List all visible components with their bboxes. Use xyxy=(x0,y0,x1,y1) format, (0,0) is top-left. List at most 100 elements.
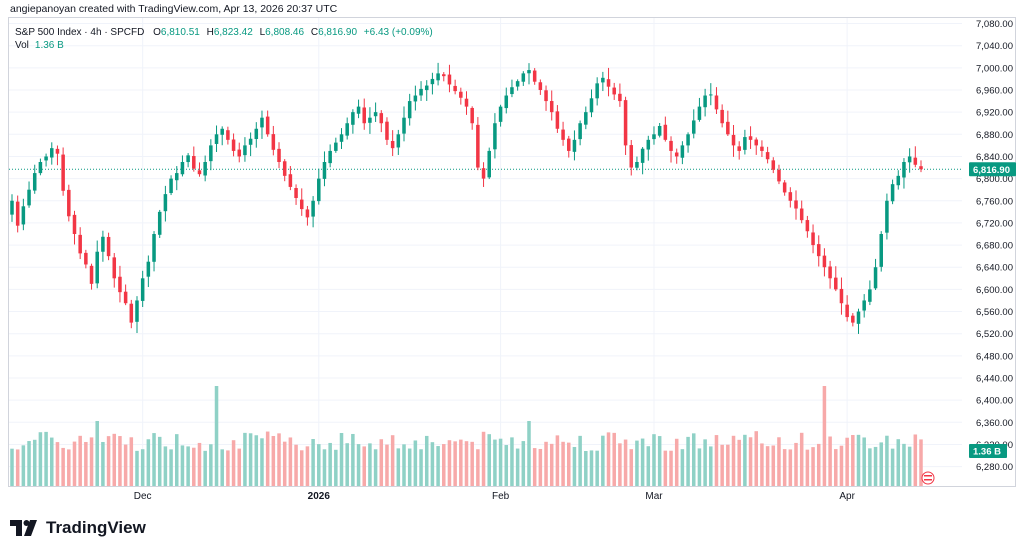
x-tick-label: Dec xyxy=(134,491,152,502)
volume-bar xyxy=(271,435,276,486)
volume-bar xyxy=(510,437,514,486)
candle-body xyxy=(527,70,531,74)
volume-bar xyxy=(50,437,54,486)
volume-bar xyxy=(345,443,349,486)
volume-bar xyxy=(442,444,446,486)
candle-body xyxy=(896,175,901,186)
volume-bar xyxy=(21,445,26,486)
tradingview-logo[interactable]: TradingView xyxy=(10,518,146,538)
volume-bar xyxy=(612,432,616,486)
candle-body xyxy=(691,120,696,134)
volume-bar xyxy=(243,432,247,486)
volume-bar xyxy=(424,435,429,486)
volume-bar xyxy=(226,450,230,486)
candle-body xyxy=(424,85,429,91)
symbol-label: S&P 500 Index · 4h · SPCFD xyxy=(15,27,145,38)
candle-body xyxy=(89,265,94,284)
candle-body xyxy=(470,107,474,124)
x-tick-label: Apr xyxy=(839,491,855,502)
candle-body xyxy=(777,169,781,182)
volume-bar xyxy=(407,448,412,486)
candle-body xyxy=(345,123,349,136)
volume-bar xyxy=(135,450,139,486)
candle-body xyxy=(10,200,14,215)
volume-bar xyxy=(811,447,815,486)
volume-bar xyxy=(368,443,372,486)
candle-body xyxy=(95,251,99,284)
volume-bar xyxy=(209,444,213,486)
volume-bar xyxy=(27,441,31,486)
candle-body xyxy=(368,117,372,123)
candle-body xyxy=(214,134,219,144)
candle-body xyxy=(549,101,554,113)
volume-bar xyxy=(299,450,304,486)
volume-bar xyxy=(72,441,77,486)
high-key: H xyxy=(206,27,214,38)
volume-bar xyxy=(356,444,361,486)
volume-bar xyxy=(544,441,548,486)
candle-body xyxy=(118,276,122,293)
candle-body xyxy=(129,303,134,323)
volume-bar xyxy=(618,443,622,486)
candle-body xyxy=(334,142,338,151)
volume-bar xyxy=(453,441,457,486)
volume-bar xyxy=(504,445,509,486)
x-tick-label: Mar xyxy=(645,491,663,502)
volume-bar xyxy=(765,446,770,486)
volume-bar xyxy=(89,437,94,486)
candle-body xyxy=(521,73,526,82)
candle-body xyxy=(584,112,588,125)
candle-body xyxy=(822,255,827,268)
volume-bar xyxy=(606,432,611,486)
volume-bar xyxy=(61,447,65,486)
candle-body xyxy=(271,134,276,150)
candle-body xyxy=(572,139,577,152)
volume-bar xyxy=(112,433,117,486)
volume-bar xyxy=(629,449,634,486)
volume-bar xyxy=(748,437,753,486)
candle-body xyxy=(402,117,406,134)
volume-bar xyxy=(743,434,747,486)
volume-bar xyxy=(720,444,724,486)
volume-bar xyxy=(663,450,668,486)
open-key: O xyxy=(153,27,161,38)
volume-bar xyxy=(464,441,469,486)
candle-body xyxy=(265,116,270,135)
volume-bar xyxy=(237,448,242,486)
volume-bar xyxy=(254,435,259,486)
candle-body xyxy=(163,194,168,212)
candle-body xyxy=(839,288,844,304)
axis-layer: 6,280.006,320.006,360.006,400.006,440.00… xyxy=(134,19,1016,502)
candle-body xyxy=(515,81,520,87)
candle-body xyxy=(845,304,849,318)
candle-body xyxy=(351,112,355,125)
candle-body xyxy=(476,124,480,168)
candle-body xyxy=(362,107,366,124)
change-value: +6.43 (+0.09%) xyxy=(363,27,433,38)
candle-body xyxy=(67,189,71,217)
volume-bar xyxy=(794,442,798,486)
x-tick-label: Feb xyxy=(492,491,510,502)
volume-bar xyxy=(737,439,741,486)
candle-body xyxy=(890,184,895,202)
volume-bar xyxy=(834,449,838,486)
candle-body xyxy=(532,70,537,82)
volume-bar xyxy=(851,435,855,486)
y-tick-label: 6,400.00 xyxy=(976,396,1013,407)
candle-body xyxy=(112,257,117,279)
x-tick-label: 2026 xyxy=(308,491,331,502)
candle-body xyxy=(61,154,65,191)
volume-bar xyxy=(186,446,190,486)
candle-body xyxy=(737,146,741,151)
volume-bar xyxy=(339,432,344,486)
candle-body xyxy=(50,148,54,158)
candle-body xyxy=(186,155,190,163)
candle-body xyxy=(459,91,463,98)
candle-body xyxy=(544,90,548,102)
candle-body xyxy=(180,162,185,175)
volume-bar xyxy=(402,444,406,486)
candle-body xyxy=(299,199,304,210)
volume-bar xyxy=(686,436,690,486)
volume-bar xyxy=(322,449,327,486)
